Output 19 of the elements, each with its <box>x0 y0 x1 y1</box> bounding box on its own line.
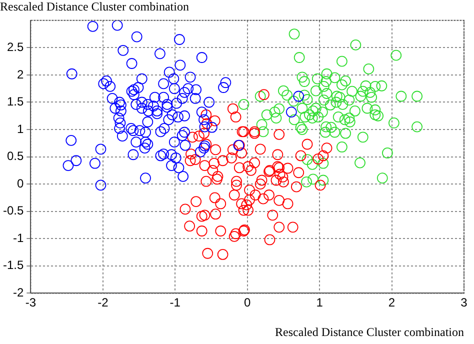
y-tick-label: 2 <box>16 67 24 82</box>
y-tick-label: 0.5 <box>6 149 24 164</box>
y-axis-title: Rescaled Distance Cluster combination <box>0 0 189 14</box>
x-tick-label: -2 <box>98 296 109 310</box>
y-tick-label: 0 <box>16 176 24 190</box>
x-tick-label: 0 <box>244 296 251 310</box>
y-tick-label: 2.5 <box>6 40 24 54</box>
x-tick-label: -1 <box>170 296 181 310</box>
x-tick-label: 3 <box>460 296 468 310</box>
y-tick-label: 1.5 <box>6 94 24 109</box>
x-tick-label: 2 <box>388 296 396 310</box>
x-tick-label: 1 <box>316 296 324 310</box>
x-tick-label: -3 <box>25 296 36 310</box>
y-tick-label: -1.5 <box>2 258 24 272</box>
y-tick-label: -1 <box>13 230 24 245</box>
y-tick-label: -0.5 <box>2 204 24 218</box>
y-tick-label: 1 <box>16 122 24 136</box>
y-tick-label: -2 <box>13 286 24 300</box>
x-axis-title: Rescaled Distance Cluster combination <box>275 324 464 339</box>
